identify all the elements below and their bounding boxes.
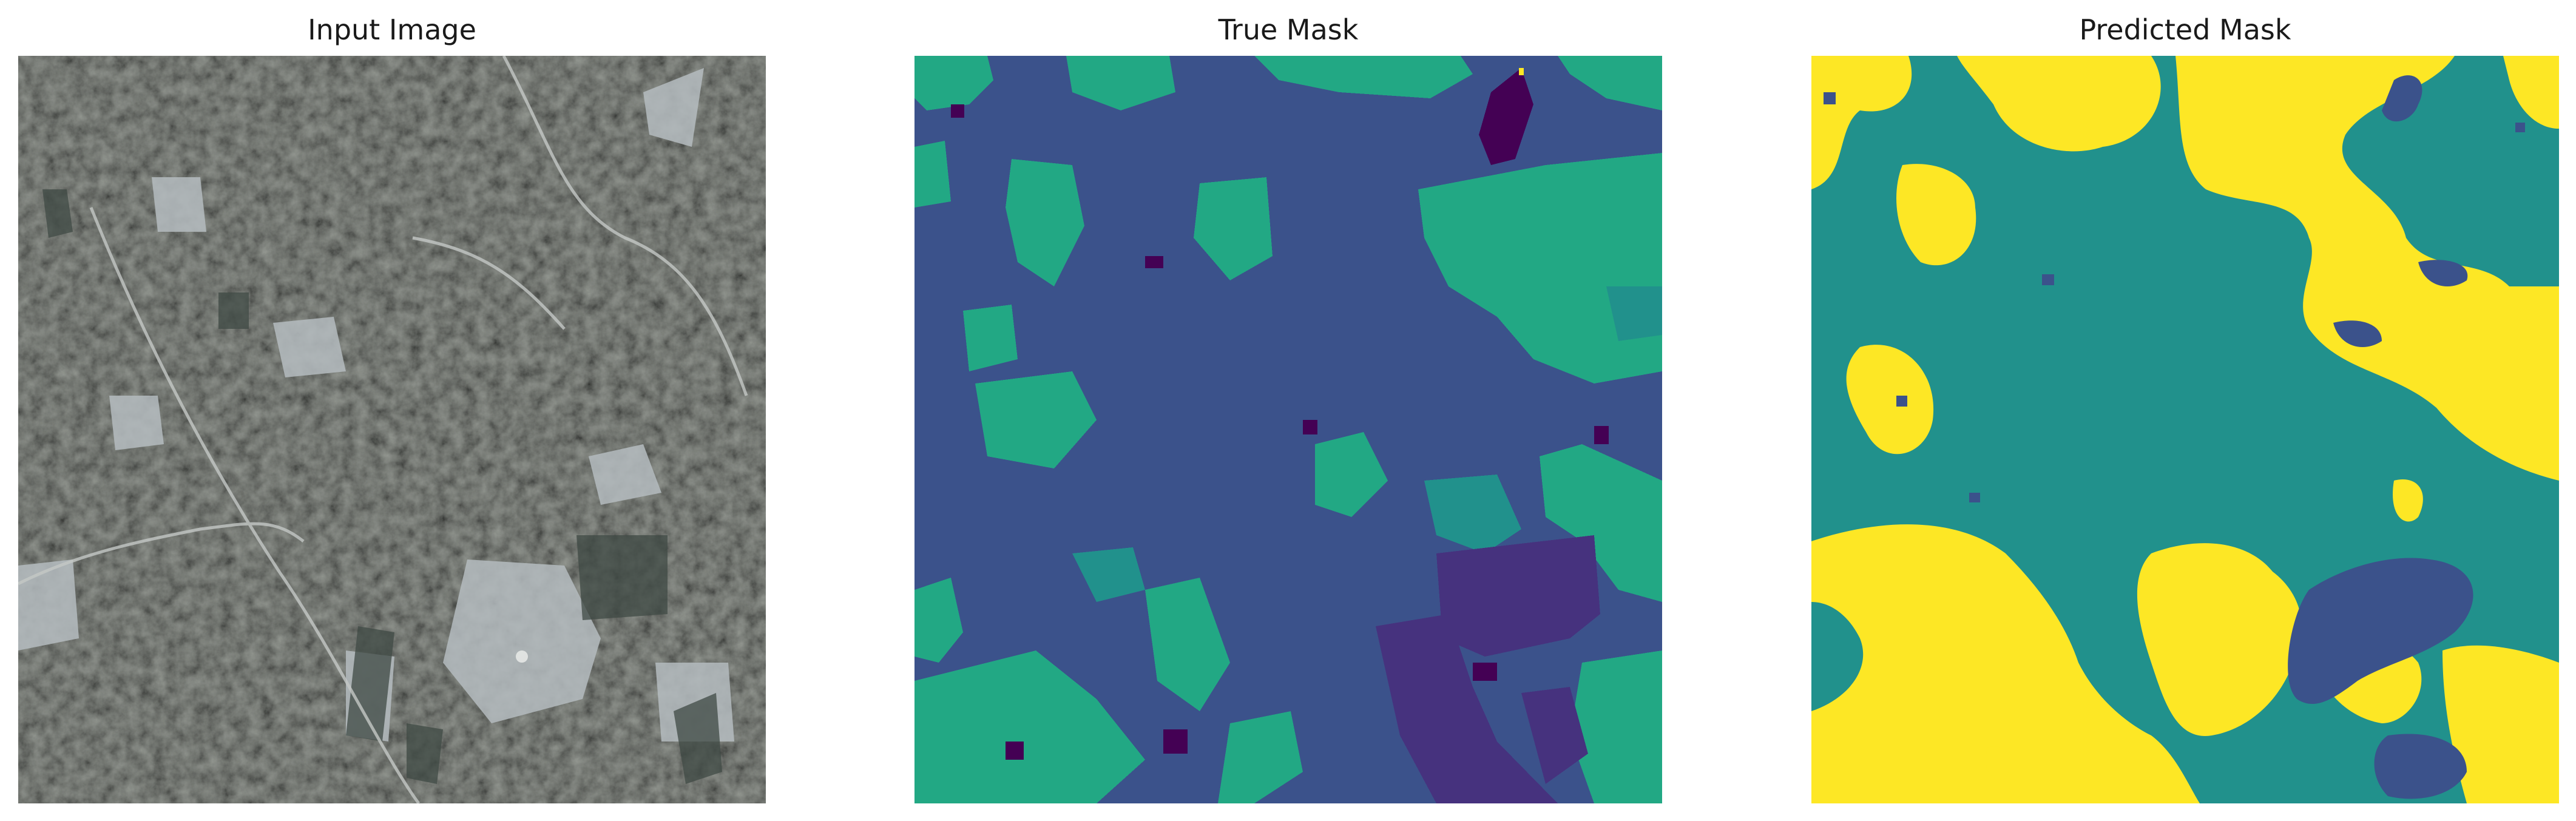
panel-input-image: Input Image — [18, 0, 766, 821]
predicted-mask-segmentation — [1811, 56, 2559, 803]
panel-title: True Mask — [1218, 13, 1359, 46]
predicted-mask-image — [1811, 56, 2559, 803]
panel-true-mask: True Mask — [914, 0, 1662, 821]
input-satellite-image — [18, 56, 766, 803]
panel-title: Predicted Mask — [2079, 13, 2291, 46]
panel-title: Input Image — [308, 13, 476, 46]
satellite-image — [18, 56, 766, 803]
true-mask-image — [914, 56, 1662, 803]
panel-predicted-mask: Predicted Mask — [1811, 0, 2559, 821]
true-mask-segmentation — [914, 56, 1662, 803]
